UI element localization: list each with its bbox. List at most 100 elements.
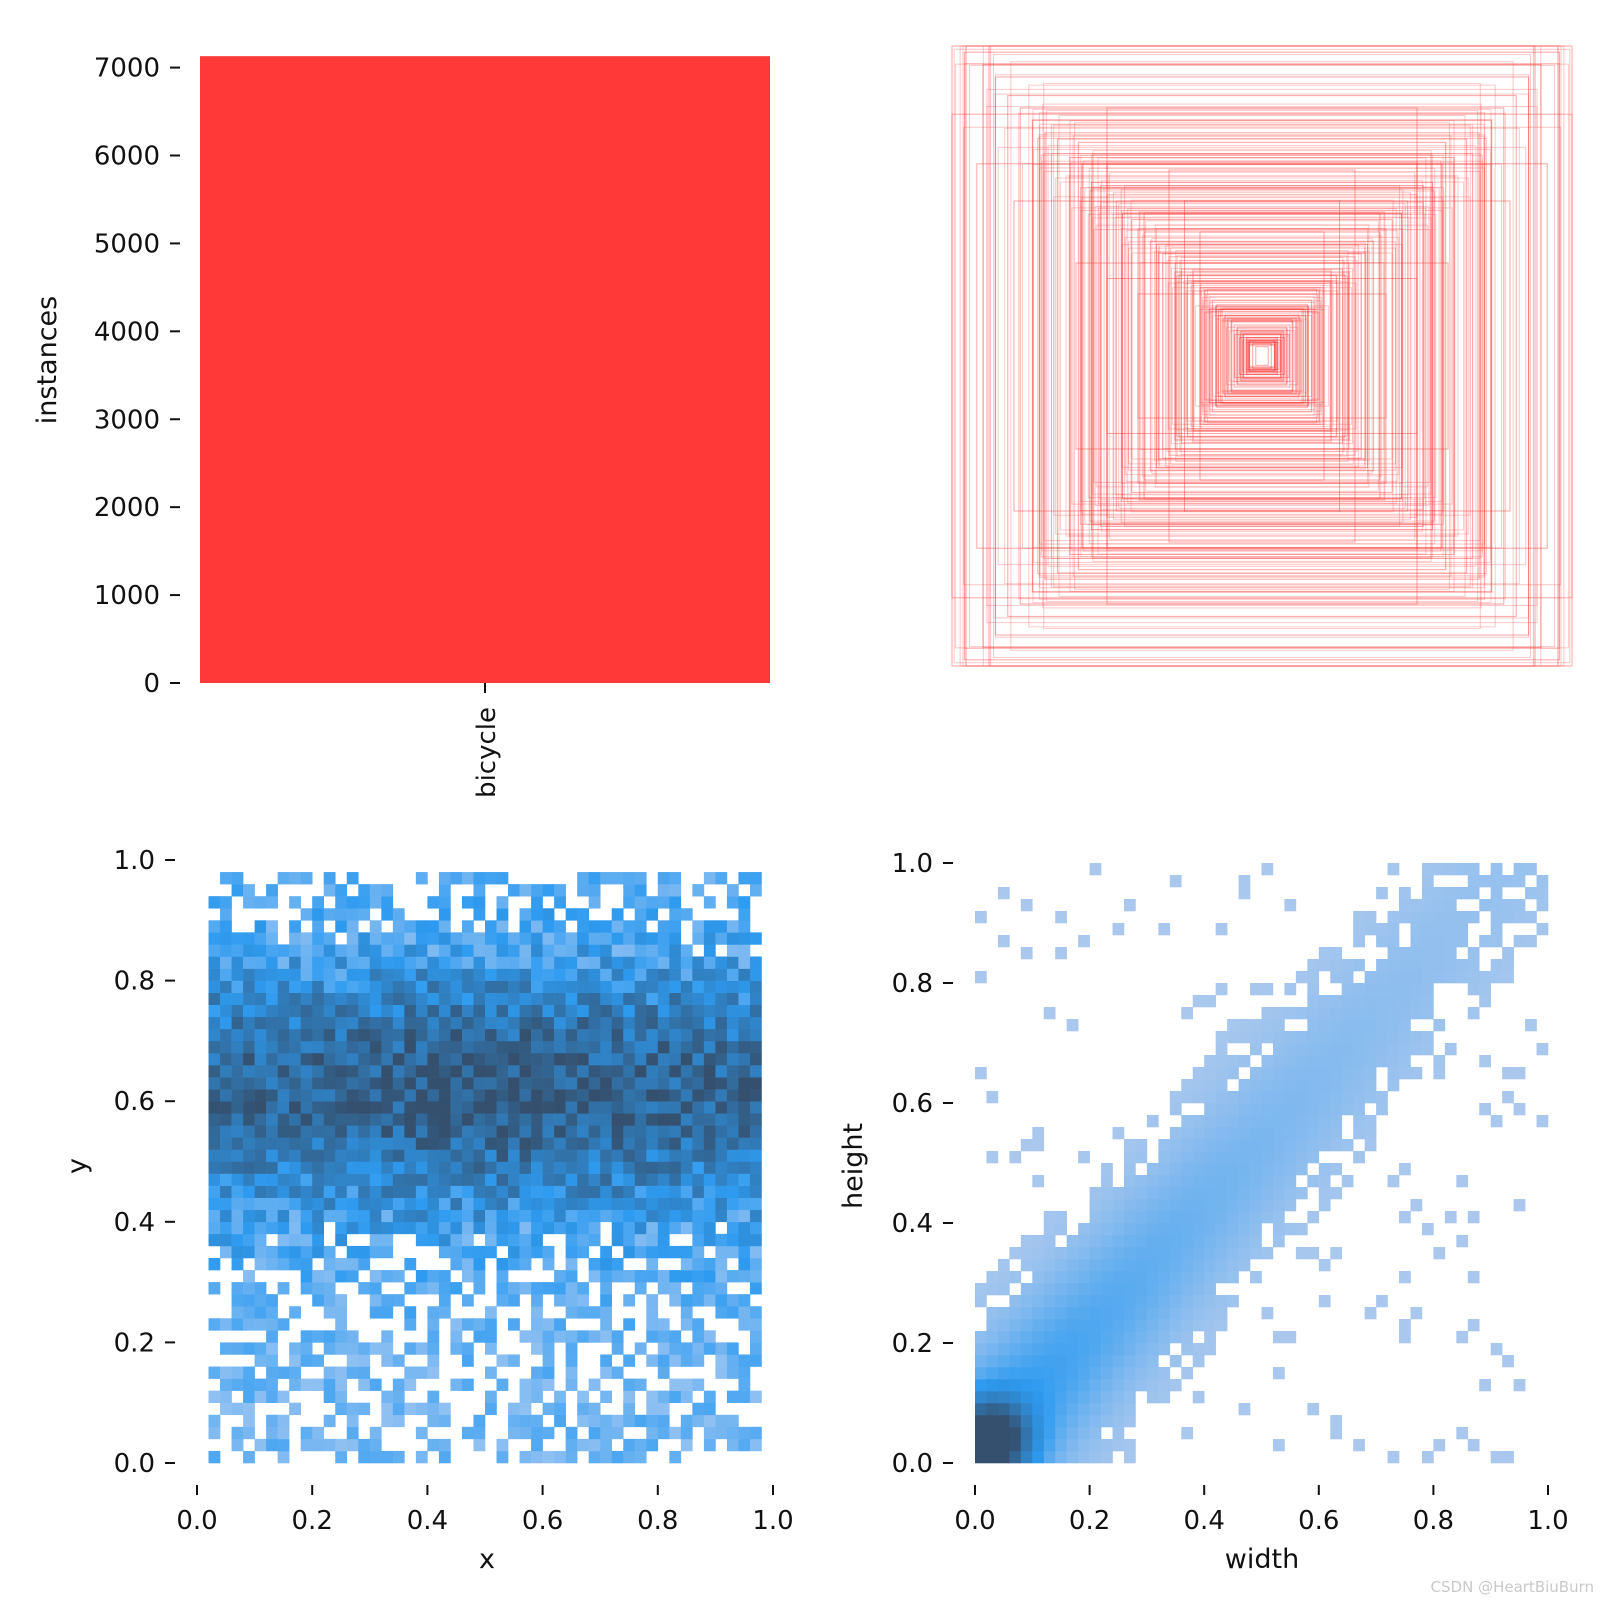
heat-cell (289, 944, 301, 957)
heat-cell (346, 872, 359, 885)
heat-cell (1238, 1115, 1251, 1128)
heat-cell (1032, 1271, 1045, 1284)
heat-cell (266, 920, 278, 933)
heat-cell (1089, 1247, 1102, 1260)
heat-cell (508, 1233, 520, 1247)
heat-cell (657, 1330, 670, 1343)
heat-cell (358, 1282, 371, 1295)
heat-cell (392, 1137, 405, 1150)
heat-cell (473, 956, 486, 969)
heat-cell (277, 872, 290, 885)
heat-cell (1410, 947, 1423, 960)
heat-cell (404, 1004, 417, 1018)
heat-cell (692, 1257, 705, 1271)
heat-cell (646, 944, 659, 957)
heat-cell (485, 920, 497, 933)
heat-cell (519, 1065, 532, 1078)
heat-cell (1330, 1067, 1343, 1080)
heat-cell (1169, 1223, 1182, 1236)
heat-cell (1101, 1331, 1113, 1344)
heat-cell (231, 1065, 244, 1078)
label-box (1204, 289, 1320, 423)
heat-cell (254, 968, 267, 981)
heat-cell (611, 1185, 624, 1198)
heat-cell (1513, 875, 1526, 888)
heat-cell (634, 1052, 647, 1066)
heat-cell (703, 932, 716, 945)
heat-cell (1444, 947, 1457, 960)
heat-cell (1181, 1307, 1194, 1320)
label-box (1216, 303, 1308, 409)
heat-cell (1341, 1139, 1354, 1152)
heat-cell (1330, 1043, 1343, 1056)
heat-cell (508, 980, 520, 993)
heat-cell (565, 1185, 578, 1198)
heat-cell (485, 1390, 497, 1403)
heat-cell (220, 968, 232, 981)
heat-cell (623, 980, 636, 993)
heat-cell (669, 1197, 682, 1211)
heat-cell (1353, 935, 1365, 948)
heat-cell (749, 1318, 762, 1331)
heat-cell (208, 1221, 221, 1235)
heat-cell (554, 1065, 566, 1078)
heat-cell (1020, 1259, 1033, 1272)
heat-cell (692, 1125, 705, 1138)
heat-cell (1169, 1175, 1182, 1188)
heat-cell (680, 1101, 693, 1114)
heat-cell (646, 1221, 659, 1235)
heat-cell (312, 992, 325, 1006)
heat-cell (312, 1004, 325, 1018)
label-box (1028, 84, 1496, 628)
heat-cell (1318, 947, 1331, 960)
heat-cell (1433, 899, 1446, 912)
heat-cell (1364, 1055, 1377, 1068)
heat-cell (749, 1257, 762, 1271)
heat-cell (657, 1161, 670, 1174)
label-box (1247, 340, 1277, 372)
heat-cell (508, 1257, 520, 1271)
heat-cell (997, 1391, 1010, 1404)
heat-cell (266, 1016, 278, 1030)
heat-cell (243, 1342, 255, 1355)
heat-cell (554, 932, 566, 945)
heat-cell (312, 1149, 325, 1162)
heat-cell (1353, 995, 1365, 1008)
heat-cell (277, 968, 290, 981)
label-box (1212, 315, 1312, 397)
heat-cell (542, 1209, 555, 1223)
heat-cell (1055, 1391, 1067, 1404)
heat-cell (997, 1331, 1010, 1344)
heat-cell (1146, 1235, 1159, 1248)
heat-cell (692, 1004, 705, 1018)
heat-cell (381, 1209, 394, 1223)
heat-cell (738, 992, 751, 1006)
heat-cell (669, 1089, 682, 1102)
heat-cell (1376, 1295, 1388, 1308)
label-box (1200, 283, 1324, 429)
heat-cell (243, 1378, 255, 1391)
heat-cell (600, 1330, 613, 1343)
heat-cell (1089, 863, 1102, 876)
heat-cell (404, 1318, 417, 1331)
heat-cell (986, 1343, 999, 1356)
heat-cell (473, 1173, 486, 1186)
heat-cell (669, 1378, 682, 1391)
heat-cell (738, 1089, 751, 1102)
label-box (1157, 252, 1367, 460)
heat-cell (692, 1282, 705, 1295)
heat-cell (461, 1245, 474, 1259)
heat-cell (1399, 1319, 1411, 1332)
heat-cell (1169, 1379, 1182, 1392)
heat-cell (369, 1016, 382, 1030)
heat-cell (738, 932, 751, 945)
heat-cell (369, 1450, 382, 1464)
heat-cell (646, 932, 659, 945)
heat-cell (1513, 863, 1526, 876)
heat-cell (749, 1197, 762, 1211)
heat-cell (1433, 935, 1446, 948)
heat-cell (438, 1052, 451, 1066)
heat-cell (600, 1318, 613, 1331)
heat-cell (554, 1282, 566, 1295)
heat-cell (438, 980, 451, 993)
